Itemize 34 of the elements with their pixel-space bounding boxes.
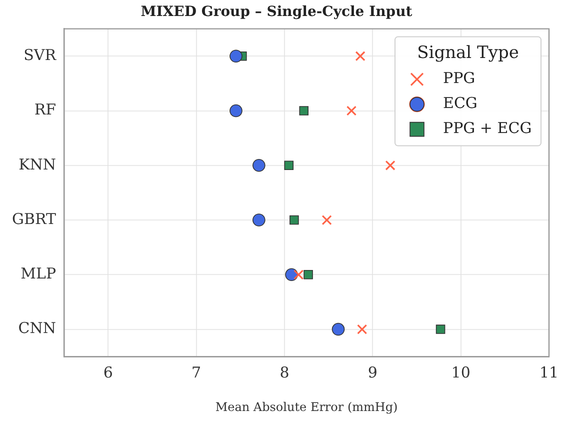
x-tick-label: 7 [192,363,202,382]
legend-label: ECG [443,94,478,112]
x-tick-label: 8 [280,363,290,382]
point [357,324,368,334]
chart-title: MIXED Group – Single-Cycle Input [140,4,413,20]
y-tick-label: KNN [18,155,56,174]
x-tick-label: 11 [539,363,559,382]
point [230,104,242,118]
point [299,106,309,116]
point [252,158,266,172]
legend-label: PPG + ECG [443,119,532,138]
x-tick-label: 9 [368,363,378,382]
point [436,324,446,334]
point [294,270,304,280]
y-tick-label: CNN [18,319,56,338]
x-tick-label: 10 [451,363,470,382]
y-tick-label: SVR [24,46,57,64]
y-tick-label: MLP [20,264,56,283]
point [290,215,299,225]
point [304,270,313,280]
y-tick-label: RF [34,100,56,119]
point [355,51,366,62]
point [284,160,294,170]
point [332,322,345,336]
x-tick-label: 6 [103,363,113,382]
legend-title: Signal Type [417,43,519,64]
point [230,50,242,63]
x-axis-title: Mean Absolute Error (mmHg) [215,400,398,414]
point [322,214,332,226]
point [346,106,357,116]
point [385,160,396,170]
point [252,214,266,226]
y-tick-label: GBRT [12,210,56,228]
legend-label: PPG [443,69,476,88]
